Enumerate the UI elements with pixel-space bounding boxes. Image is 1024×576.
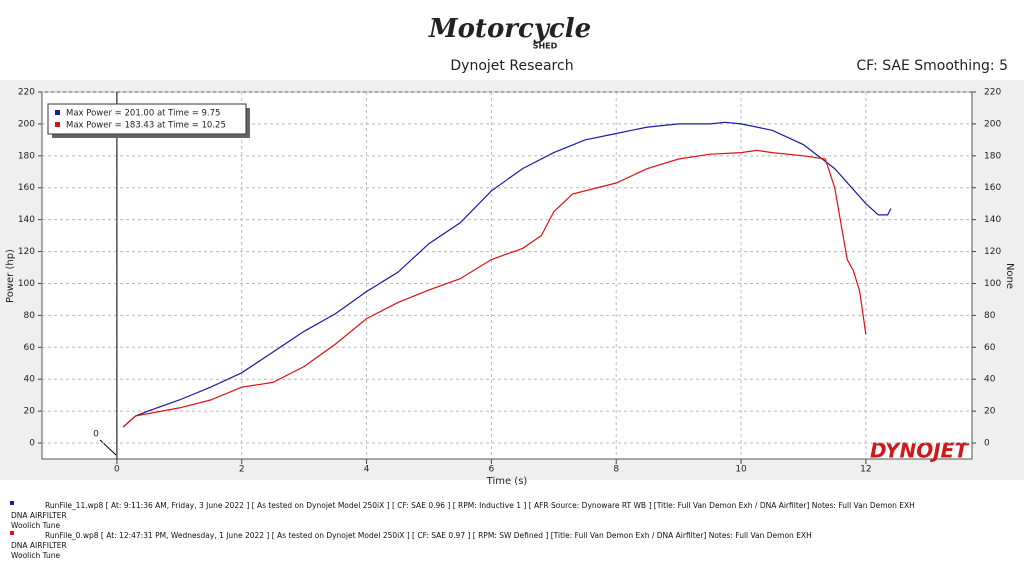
legend <box>47 103 247 135</box>
y-tick-label: 80 <box>24 311 36 321</box>
y-axis-label: Power (hp) <box>5 249 16 303</box>
y-tick-label: 160 <box>18 183 35 193</box>
legend-label: Max Power = 183.43 at Time = 10.25 <box>66 121 226 131</box>
y-tick-label: 20 <box>24 407 36 417</box>
series-line <box>122 121 892 428</box>
y2-tick-label: 160 <box>984 183 1001 193</box>
x-tick-label: 10 <box>735 465 747 475</box>
y-tick-label: 120 <box>18 247 35 257</box>
run-marker <box>10 531 14 535</box>
x-tick-label: 8 <box>613 465 619 475</box>
run-note: Woolich Tune <box>11 521 61 530</box>
y2-tick-label: 220 <box>984 88 1001 98</box>
run-marker <box>10 501 14 505</box>
legend-swatch <box>55 122 60 127</box>
y2-tick-label: 80 <box>984 311 996 321</box>
chart-title: Dynojet Research <box>450 58 573 74</box>
chart-subtitle: CF: SAE Smoothing: 5 <box>856 58 1008 74</box>
y-tick-label: 40 <box>24 375 36 385</box>
x-tick-label: 4 <box>364 465 370 475</box>
y2-tick-label: 120 <box>984 247 1001 257</box>
y-tick-label: 180 <box>18 151 35 161</box>
legend-swatch <box>55 110 60 115</box>
run-note: RunFile_11.wp8 [ At: 9:11:36 AM, Friday,… <box>45 501 915 510</box>
x-tick-label: 2 <box>239 465 245 475</box>
y2-tick-label: 100 <box>984 279 1001 289</box>
run-note: RunFile_0.wp8 [ At: 12:47:31 PM, Wednesd… <box>45 531 812 540</box>
annotation-arrow <box>99 439 117 456</box>
y2-tick-label: 20 <box>984 407 996 417</box>
plot-area <box>41 91 973 460</box>
y2-tick-label: 40 <box>984 375 996 385</box>
y2-tick-label: 200 <box>984 119 1001 129</box>
x-tick-label: 6 <box>489 465 495 475</box>
run-note: Woolich Tune <box>11 551 61 560</box>
y-tick-label: 60 <box>24 343 36 353</box>
x-tick-label: 12 <box>860 465 871 475</box>
y-tick-label: 200 <box>18 119 35 129</box>
logo: Motorcycle <box>428 14 591 44</box>
run-note: DNA AIRFILTER <box>11 511 67 520</box>
x-tick-label: 0 <box>114 465 120 475</box>
x-axis-label: Time (s) <box>486 476 528 487</box>
annotation: 0 <box>93 430 99 440</box>
y-tick-label: 100 <box>18 279 35 289</box>
y2-tick-label: 180 <box>984 151 1001 161</box>
brand: DYNOJET <box>870 439 969 463</box>
y-tick-label: 0 <box>29 439 35 449</box>
y2-tick-label: 140 <box>984 215 1001 225</box>
logo-sub: SHED <box>533 42 558 51</box>
y-tick-label: 220 <box>18 88 35 98</box>
y2-tick-label: 60 <box>984 343 996 353</box>
series-line <box>122 149 867 428</box>
y-tick-label: 140 <box>18 215 35 225</box>
legend-label: Max Power = 201.00 at Time = 9.75 <box>66 109 220 119</box>
run-note: DNA AIRFILTER <box>11 541 67 550</box>
y2-tick-label: 0 <box>984 439 990 449</box>
y2-axis-label: None <box>1004 263 1015 289</box>
